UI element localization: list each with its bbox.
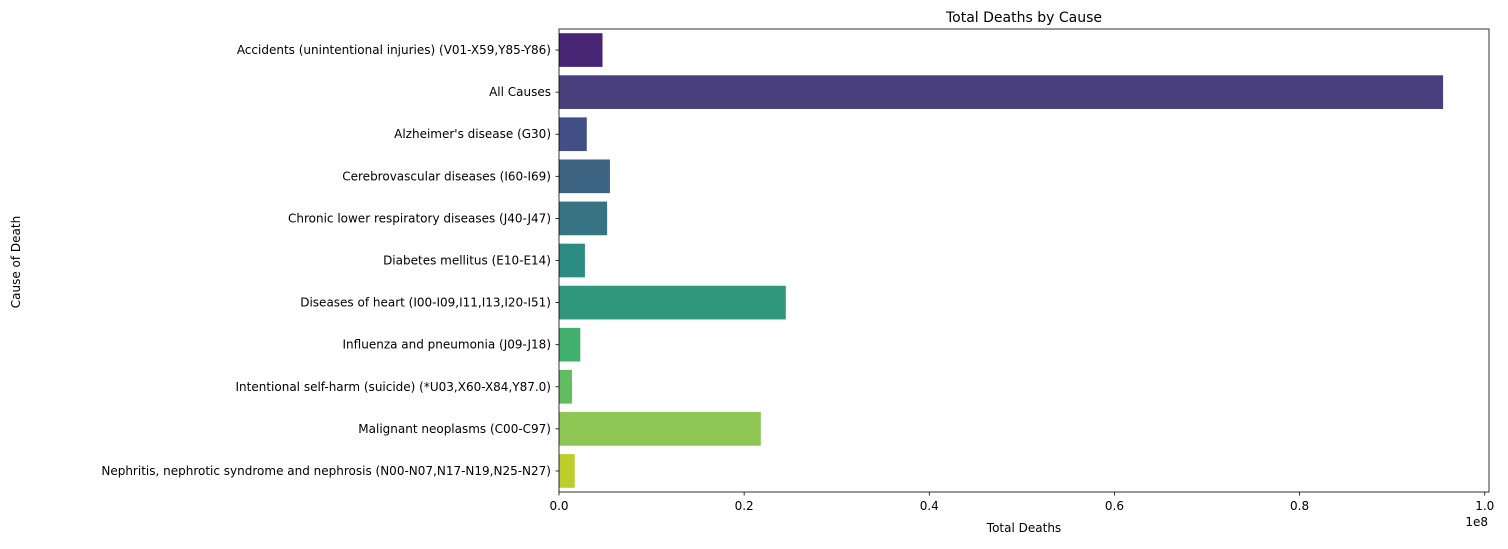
chart-title: Total Deaths by Cause xyxy=(945,10,1102,26)
x-tick-label: 0.2 xyxy=(735,499,754,513)
bar xyxy=(559,243,585,278)
y-tick-label: Alzheimer's disease (G30) xyxy=(394,127,551,141)
x-axis-label: Total Deaths xyxy=(986,521,1061,535)
bar xyxy=(559,201,608,236)
x-axis-offset-label: 1e8 xyxy=(1465,515,1488,529)
bar xyxy=(559,159,610,194)
y-tick-label: Chronic lower respiratory diseases (J40-… xyxy=(288,211,551,225)
y-tick-label: Cerebrovascular diseases (I60-I69) xyxy=(342,169,551,183)
bars-layer xyxy=(559,33,1444,488)
y-tick-label: Malignant neoplasms (C00-C97) xyxy=(358,422,551,436)
y-tick-label: Intentional self-harm (suicide) (*U03,X6… xyxy=(236,380,552,394)
y-tick-label: Influenza and pneumonia (J09-J18) xyxy=(343,338,551,352)
x-tick-label: 1.0 xyxy=(1475,499,1494,513)
bar xyxy=(559,75,1444,109)
y-tick-label: Accidents (unintentional injuries) (V01-… xyxy=(237,43,551,57)
bar xyxy=(559,117,587,152)
y-axis-ticks: Accidents (unintentional injuries) (V01-… xyxy=(101,43,559,478)
bar xyxy=(559,285,786,320)
x-tick-label: 0.4 xyxy=(920,499,939,513)
x-tick-label: 0.6 xyxy=(1105,499,1124,513)
plot-border xyxy=(558,28,1490,493)
y-tick-label: Diabetes mellitus (E10-E14) xyxy=(383,254,551,268)
y-tick-label: Diseases of heart (I00-I09,I11,I13,I20-I… xyxy=(300,296,551,310)
bar xyxy=(559,369,572,404)
bar xyxy=(559,327,581,362)
x-tick-label: 0.8 xyxy=(1290,499,1309,513)
axes-frame xyxy=(558,28,1490,493)
bar xyxy=(559,454,575,488)
bar xyxy=(559,412,761,446)
bar xyxy=(559,33,603,67)
y-tick-label: Nephritis, nephrotic syndrome and nephro… xyxy=(101,464,551,478)
y-tick-label: All Causes xyxy=(489,85,551,99)
x-tick-label: 0.0 xyxy=(549,499,568,513)
y-axis-label: Cause of Death xyxy=(9,216,23,308)
x-axis-ticks: 0.0 0.2 0.4 0.6 0.8 1.0 xyxy=(549,492,1494,513)
